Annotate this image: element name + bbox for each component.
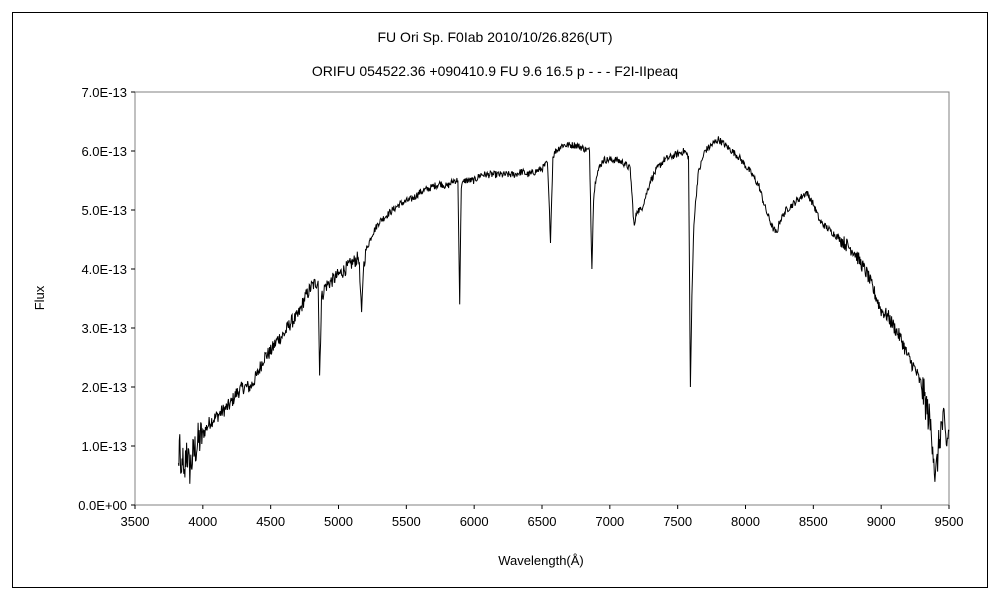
y-tick-label: 6.0E-13 <box>81 144 127 159</box>
x-tick-label: 4000 <box>188 514 217 529</box>
y-axis-label: Flux <box>32 285 47 310</box>
y-tick-label: 7.0E-13 <box>81 85 127 100</box>
x-axis-label: Wavelength(Å) <box>498 553 584 568</box>
y-axis: 0.0E+00 1.0E-13 2.0E-13 3.0E-13 4.0E-13 5.0E-… <box>78 85 135 513</box>
x-tick-label: 6500 <box>528 514 557 529</box>
x-tick-label: 8000 <box>731 514 760 529</box>
x-tick-label: 7500 <box>663 514 692 529</box>
x-tick-label: 5000 <box>324 514 353 529</box>
x-tick-label: 9000 <box>867 514 896 529</box>
x-tick-label: 3500 <box>121 514 150 529</box>
y-tick-label: 1.0E-13 <box>81 439 127 454</box>
x-tick-label: 6000 <box>460 514 489 529</box>
y-tick-label: 4.0E-13 <box>81 262 127 277</box>
x-tick-label: 4500 <box>256 514 285 529</box>
x-tick-label: 9500 <box>935 514 964 529</box>
y-tick-label: 5.0E-13 <box>81 203 127 218</box>
y-tick-label: 2.0E-13 <box>81 380 127 395</box>
chart-title: FU Ori Sp. F0Iab 2010/10/26.826(UT) <box>378 29 613 45</box>
x-axis: 3500 4000 4500 5000 5500 6000 6500 7000 7500 8000… <box>121 505 964 529</box>
x-tick-label: 5500 <box>392 514 421 529</box>
chart-frame <box>12 12 988 588</box>
x-tick-label: 8500 <box>799 514 828 529</box>
y-tick-label: 0.0E+00 <box>78 498 127 513</box>
spectrum-line <box>177 136 950 484</box>
x-tick-label: 7000 <box>595 514 624 529</box>
y-tick-label: 3.0E-13 <box>81 321 127 336</box>
plot-area <box>134 91 950 506</box>
chart-subtitle: ORIFU 054522.36 +090410.9 FU 9.6 16.5 p … <box>312 63 678 79</box>
